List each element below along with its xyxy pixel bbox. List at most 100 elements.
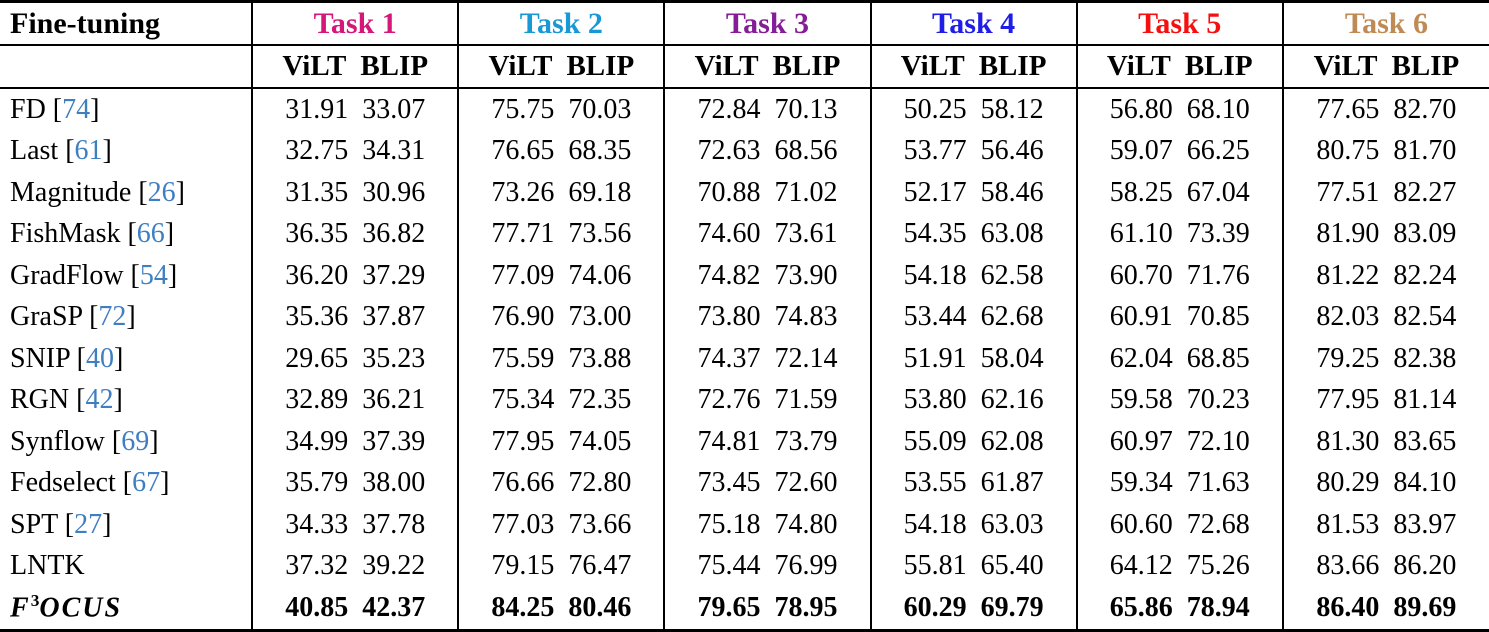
blip-value: 38.00 <box>362 467 426 499</box>
task5-values: 65.86 78.94 <box>1075 587 1283 630</box>
vilt-value: 55.09 <box>903 425 967 457</box>
task4-values: 52.17 58.46 <box>869 172 1077 214</box>
blip-value: 73.88 <box>568 342 632 374</box>
task6-values: 80.29 84.10 <box>1281 462 1489 504</box>
vilt-value: 73.45 <box>697 467 761 499</box>
vilt-value: 59.58 <box>1109 384 1173 416</box>
model-header-4: ViLT BLIP <box>869 45 1077 89</box>
model-column-label: ViLT <box>282 50 347 82</box>
method-label: Magnitude [26] <box>10 176 185 208</box>
task5-values: 60.91 70.85 <box>1075 296 1283 338</box>
fine-tuning-header: Fine-tuning <box>0 1 253 46</box>
model-column-label: ViLT <box>694 50 759 82</box>
task3-values: 73.80 74.83 <box>663 296 871 338</box>
vilt-value: 79.15 <box>491 550 555 582</box>
method-label: Fedselect [67] <box>10 467 170 499</box>
citation-link[interactable]: 69 <box>121 425 150 457</box>
task3-values: 75.18 74.80 <box>663 504 871 546</box>
model-column-label: BLIP <box>360 50 429 82</box>
blip-value: 74.80 <box>774 508 838 540</box>
task4-values: 51.91 58.04 <box>869 338 1077 380</box>
task2-values: 77.03 73.66 <box>457 504 665 546</box>
vilt-value: 60.97 <box>1109 425 1173 457</box>
vilt-value: 53.77 <box>903 135 967 167</box>
blip-value: 30.96 <box>362 176 426 208</box>
blip-value: 70.03 <box>568 93 632 125</box>
vilt-value: 64.12 <box>1109 550 1173 582</box>
blip-value: 89.69 <box>1393 591 1457 623</box>
task4-values: 53.44 62.68 <box>869 296 1077 338</box>
task5-values: 60.70 71.76 <box>1075 255 1283 297</box>
blip-value: 61.87 <box>980 467 1044 499</box>
blip-value: 65.40 <box>980 550 1044 582</box>
task-header-6: Task 6 <box>1281 1 1489 46</box>
task1-values: 35.36 37.87 <box>251 296 459 338</box>
method-label: FishMask [66] <box>10 218 175 250</box>
vilt-value: 53.44 <box>903 301 967 333</box>
blip-value: 82.54 <box>1393 301 1457 333</box>
table-row: F3OCUS 40.85 42.37 84.25 80.46 79.65 78.95 60.2… <box>0 587 1489 630</box>
task4-values: 50.25 58.12 <box>869 88 1077 131</box>
task1-values: 34.99 37.39 <box>251 421 459 463</box>
vilt-value: 32.89 <box>285 384 349 416</box>
task3-values: 73.45 72.60 <box>663 462 871 504</box>
vilt-value: 81.53 <box>1316 508 1380 540</box>
model-column-label: BLIP <box>566 50 635 82</box>
task5-values: 59.07 66.25 <box>1075 130 1283 172</box>
citation-link[interactable]: 72 <box>98 301 127 333</box>
task3-values: 79.65 78.95 <box>663 587 871 630</box>
citation-link[interactable]: 54 <box>139 259 168 291</box>
vilt-value: 83.66 <box>1316 550 1380 582</box>
blip-value: 71.76 <box>1186 259 1250 291</box>
task4-values: 55.09 62.08 <box>869 421 1077 463</box>
vilt-value: 70.88 <box>697 176 761 208</box>
blip-value: 74.83 <box>774 301 838 333</box>
blip-value: 73.90 <box>774 259 838 291</box>
vilt-value: 35.79 <box>285 467 349 499</box>
citation-link[interactable]: 61 <box>74 135 103 167</box>
task2-values: 77.95 74.05 <box>457 421 665 463</box>
task5-values: 61.10 73.39 <box>1075 213 1283 255</box>
vilt-value: 77.95 <box>491 425 555 457</box>
vilt-value: 60.29 <box>903 591 967 623</box>
task6-values: 83.66 86.20 <box>1281 545 1489 587</box>
task6-values: 80.75 81.70 <box>1281 130 1489 172</box>
citation-link[interactable]: 26 <box>147 176 176 208</box>
blip-value: 71.59 <box>774 384 838 416</box>
task1-values: 37.32 39.22 <box>251 545 459 587</box>
vilt-value: 36.35 <box>285 218 349 250</box>
method-label: SNIP [40] <box>10 342 124 374</box>
task3-values: 74.81 73.79 <box>663 421 871 463</box>
task3-values: 70.88 71.02 <box>663 172 871 214</box>
task5-values: 59.34 71.63 <box>1075 462 1283 504</box>
blip-value: 83.97 <box>1393 508 1457 540</box>
blip-value: 81.70 <box>1393 135 1457 167</box>
citation-link[interactable]: 67 <box>132 467 161 499</box>
method-label: GradFlow [54] <box>10 259 178 291</box>
task2-values: 75.59 73.88 <box>457 338 665 380</box>
task1-values: 31.91 33.07 <box>251 88 459 131</box>
task5-values: 64.12 75.26 <box>1075 545 1283 587</box>
citation-link[interactable]: 42 <box>85 384 114 416</box>
blip-value: 80.46 <box>568 591 632 623</box>
vilt-value: 77.71 <box>491 218 555 250</box>
model-column-label: BLIP <box>978 50 1047 82</box>
blip-value: 81.14 <box>1393 384 1457 416</box>
model-header-2: ViLT BLIP <box>457 45 665 89</box>
citation-link[interactable]: 40 <box>85 342 114 374</box>
task1-values: 29.65 35.23 <box>251 338 459 380</box>
blip-value: 72.80 <box>568 467 632 499</box>
citation-link[interactable]: 66 <box>136 218 165 250</box>
citation-link[interactable]: 27 <box>74 508 103 540</box>
vilt-value: 80.29 <box>1316 467 1380 499</box>
method-math-sup: 3 <box>30 591 40 611</box>
model-column-label: BLIP <box>772 50 841 82</box>
task6-values: 77.65 82.70 <box>1281 88 1489 131</box>
citation-link[interactable]: 74 <box>62 93 91 125</box>
model-column-label: ViLT <box>1106 50 1171 82</box>
blip-value: 68.35 <box>568 135 632 167</box>
method-label: FD [74] <box>10 93 100 125</box>
task1-values: 36.35 36.82 <box>251 213 459 255</box>
model-column-label: ViLT <box>900 50 965 82</box>
task-header-5: Task 5 <box>1075 1 1283 46</box>
